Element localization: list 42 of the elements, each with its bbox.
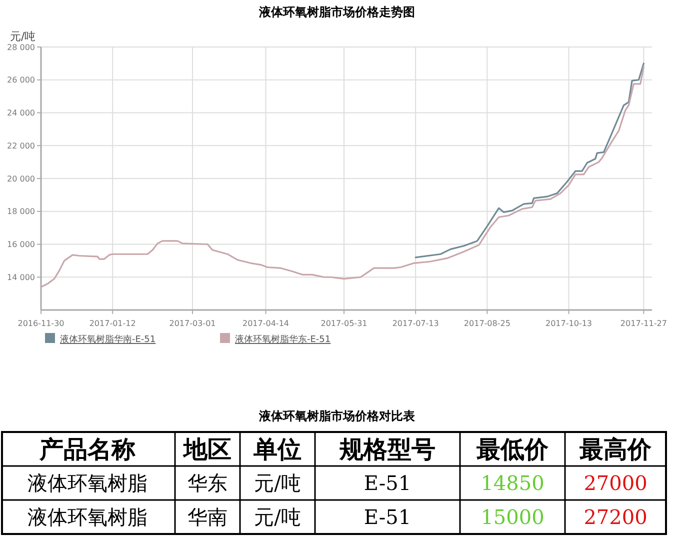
text: 产品名称 <box>38 436 136 464</box>
text: 华东 <box>188 471 228 496</box>
text: 液体环氧树脂市场价格对比表 <box>258 409 416 423</box>
text: 27200 <box>584 505 648 530</box>
x-tick-label: 2017-05-31 <box>320 319 368 328</box>
y-tick-label: 26 000 <box>7 76 35 85</box>
text: 15000 <box>480 505 544 530</box>
y-tick-label: 28 000 <box>7 42 35 52</box>
text: 元/吨 <box>254 505 301 530</box>
y-tick-label: 24 000 <box>7 108 35 118</box>
text: E-51 <box>364 505 412 530</box>
x-tick-label: 2017-07-13 <box>392 319 439 328</box>
text: 单位 <box>252 436 302 464</box>
legend-label: 液体环氧树脂华南-E-51 <box>60 334 156 345</box>
x-tick-label: 2017-11-27 <box>620 319 667 328</box>
y-tick-label: 20 000 <box>7 174 35 184</box>
y-tick-label: 16 000 <box>7 240 35 250</box>
text: 液体环氧树脂 <box>28 471 148 496</box>
text: 地区 <box>182 436 232 464</box>
chart-title: 液体环氧树脂市场价格走势图 <box>258 5 415 19</box>
x-tick-label: 2017-01-12 <box>89 319 136 328</box>
line-series <box>414 62 644 258</box>
x-tick-label: 2017-08-25 <box>464 319 510 328</box>
text: 规格型号 <box>338 436 436 464</box>
text: 华南 <box>188 505 228 530</box>
y-tick-label: 14 000 <box>7 272 35 282</box>
x-tick-label: 2017-04-14 <box>242 319 290 328</box>
line-series <box>40 66 644 288</box>
y-axis-title: 元/吨 <box>10 30 36 43</box>
legend-label: 液体环氧树脂华东-E-51 <box>235 334 331 345</box>
text: 元/吨 <box>254 471 301 496</box>
x-tick-label: 2016-11-30 <box>18 319 64 328</box>
text: 最高价 <box>578 436 652 464</box>
y-tick-label: 22 000 <box>7 141 35 150</box>
text: 最低价 <box>476 436 550 464</box>
text: 14850 <box>480 471 544 496</box>
text: 27000 <box>584 471 648 496</box>
x-tick-label: 2017-10-13 <box>546 319 592 328</box>
y-tick-label: 18 000 <box>7 207 35 216</box>
x-tick-label: 2017-03-01 <box>169 319 216 328</box>
text: 液体环氧树脂 <box>28 505 148 530</box>
text: E-51 <box>364 471 412 496</box>
